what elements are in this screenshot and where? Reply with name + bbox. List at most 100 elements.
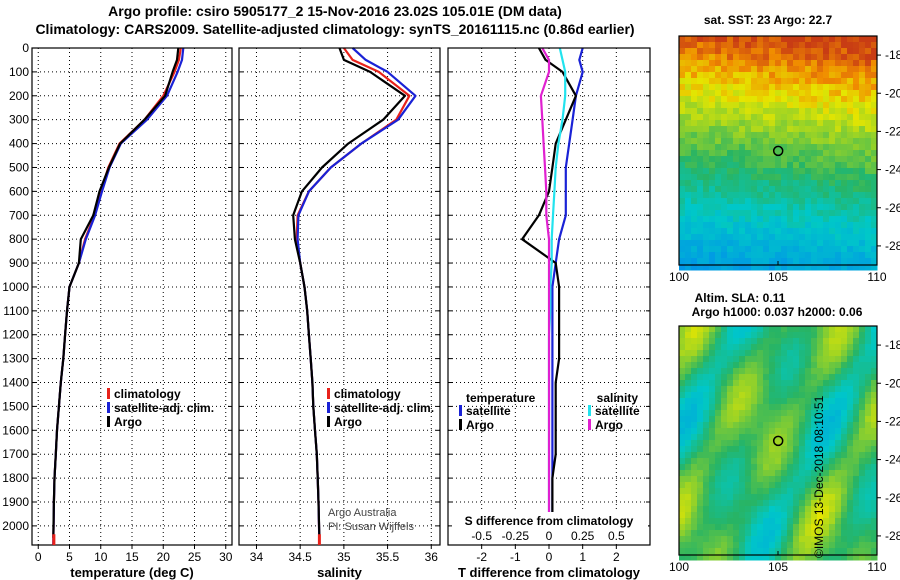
map-cell [703, 108, 710, 115]
map-cell [769, 150, 776, 157]
map-cell [715, 114, 722, 121]
map-cell [727, 60, 734, 67]
map-cell [871, 356, 878, 363]
map-cell [763, 168, 770, 175]
map-cell [709, 344, 716, 351]
map-cell [721, 452, 728, 459]
map-cell [703, 392, 710, 399]
map-cell [865, 512, 872, 519]
map-cell [715, 48, 722, 55]
sst-map-title: sat. SST: 23 Argo: 22.7 [704, 13, 833, 27]
map-cell [853, 168, 860, 175]
map-cell [703, 78, 710, 85]
map-cell [781, 120, 788, 127]
map-cell [793, 488, 800, 495]
map-cell [769, 512, 776, 519]
map-cell [727, 356, 734, 363]
map-cell [775, 386, 782, 393]
map-cell [751, 512, 758, 519]
map-cell [697, 512, 704, 519]
map-cell [847, 54, 854, 61]
map-cell [769, 458, 776, 465]
map-cell [835, 380, 842, 387]
map-cell [871, 452, 878, 459]
map-cell [805, 332, 812, 339]
map-cell [703, 506, 710, 513]
map-cell [787, 96, 794, 103]
map-cell [691, 108, 698, 115]
map-cell [733, 440, 740, 447]
map-cell [811, 554, 818, 561]
map-cell [793, 210, 800, 217]
map-cell [763, 78, 770, 85]
map-cell [787, 380, 794, 387]
map-cell [793, 66, 800, 73]
map-cell [811, 216, 818, 223]
map-cell [745, 234, 752, 241]
map-cell [727, 180, 734, 187]
map-cell [823, 120, 830, 127]
map-cell [769, 138, 776, 145]
map-cell [691, 518, 698, 525]
map-cell [709, 252, 716, 259]
map-cell [691, 542, 698, 549]
map-cell [703, 54, 710, 61]
map-cell [811, 440, 818, 447]
map-cell [691, 42, 698, 49]
map-cell [799, 90, 806, 97]
map-cell [841, 42, 848, 49]
map-cell [751, 66, 758, 73]
map-cell [709, 518, 716, 525]
figure-title-line2: Climatology: CARS2009. Satellite-adjuste… [35, 21, 635, 37]
map-cell [793, 332, 800, 339]
map-cell [799, 258, 806, 265]
map-cell [841, 482, 848, 489]
map-cell [817, 36, 824, 43]
map-cell [817, 512, 824, 519]
map-cell [823, 108, 830, 115]
map-cell [679, 434, 686, 441]
map-cell [745, 90, 752, 97]
map-cell [715, 416, 722, 423]
map-cell [787, 356, 794, 363]
map-cell [793, 180, 800, 187]
map-cell [739, 90, 746, 97]
map-cell [775, 518, 782, 525]
map-cell [769, 84, 776, 91]
map-cell [865, 410, 872, 417]
map-cell [691, 216, 698, 223]
map-cell [727, 470, 734, 477]
map-cell [679, 470, 686, 477]
legend-label: Argo [595, 418, 623, 432]
map-cell [751, 434, 758, 441]
map-cell [811, 512, 818, 519]
map-cell [697, 422, 704, 429]
map-cell [817, 488, 824, 495]
map-cell [841, 494, 848, 501]
map-cell [697, 126, 704, 133]
map-cell [847, 60, 854, 67]
map-cell [745, 548, 752, 555]
map-cell [847, 168, 854, 175]
map-cell [685, 180, 692, 187]
map-cell [727, 536, 734, 543]
map-cell [679, 204, 686, 211]
map-cell [769, 108, 776, 115]
argo-position-marker [772, 145, 784, 157]
map-cell [739, 72, 746, 79]
map-cell [697, 470, 704, 477]
map-cell [799, 72, 806, 79]
map-cell [745, 518, 752, 525]
map-cell [769, 174, 776, 181]
map-cell [835, 90, 842, 97]
map-cell [715, 464, 722, 471]
map-cell [721, 440, 728, 447]
map-cell [847, 180, 854, 187]
map-cell [811, 410, 818, 417]
map-cell [829, 240, 836, 247]
map-cell [709, 78, 716, 85]
map-cell [745, 530, 752, 537]
map-cell [799, 240, 806, 247]
map-cell [805, 512, 812, 519]
map-cell [823, 332, 830, 339]
